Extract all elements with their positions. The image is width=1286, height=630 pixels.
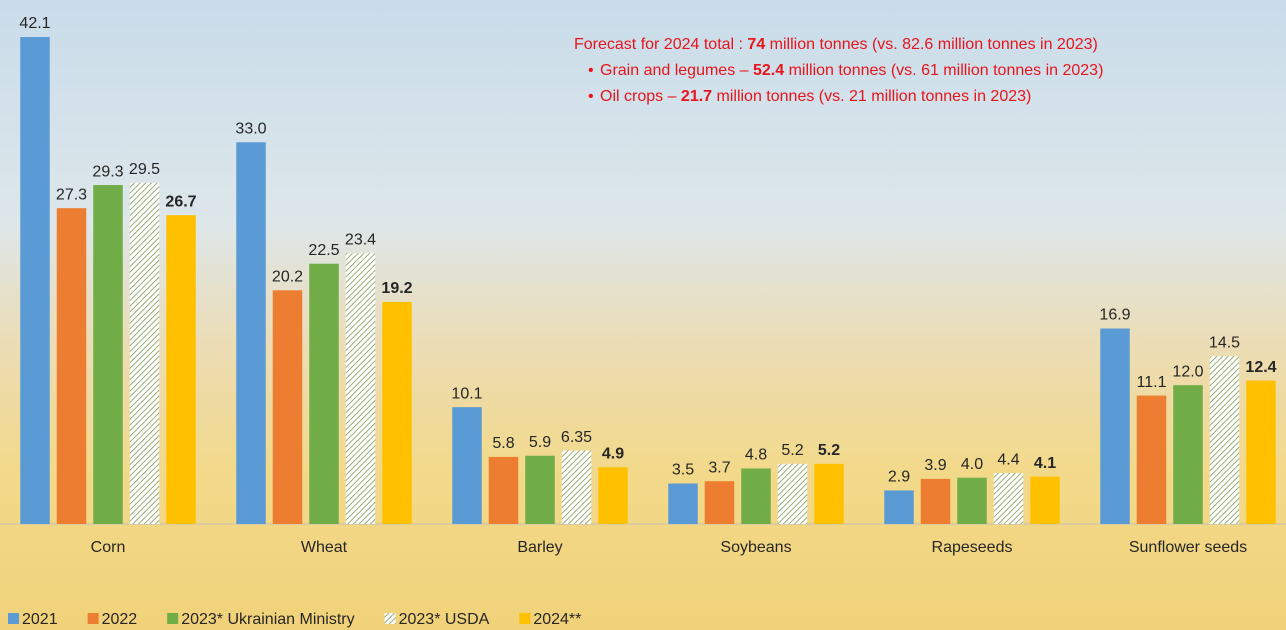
value-label: 23.4 xyxy=(345,232,376,249)
x-tick-label: Barley xyxy=(517,539,562,556)
bar xyxy=(20,37,50,524)
annotation: Oil crops – 21.7 million tonnes (vs. 21 … xyxy=(600,88,1031,105)
bar xyxy=(452,407,482,524)
bar xyxy=(488,456,519,524)
bar xyxy=(741,468,771,524)
bullet: • xyxy=(588,62,594,79)
value-label: 19.2 xyxy=(381,280,412,297)
bar xyxy=(129,182,160,524)
value-label: 2.9 xyxy=(888,469,910,486)
value-label: 5.2 xyxy=(818,442,840,459)
bar xyxy=(777,463,808,524)
bar xyxy=(525,455,555,524)
bar xyxy=(598,467,628,524)
annotation-bold: 52.4 xyxy=(753,62,784,79)
x-tick-label: Soybeans xyxy=(720,539,791,556)
value-label: 16.9 xyxy=(1099,307,1130,324)
legend-swatch xyxy=(384,613,396,624)
bar xyxy=(814,463,844,524)
legend-label: 2024** xyxy=(533,611,581,628)
value-label: 12.4 xyxy=(1245,359,1276,376)
value-label: 11.1 xyxy=(1137,374,1167,391)
annotation-bold: 74 xyxy=(747,36,765,53)
x-tick-label: Sunflower seeds xyxy=(1129,539,1247,556)
legend-label: 2023* Ukrainian Ministry xyxy=(181,611,354,628)
value-label: 4.9 xyxy=(602,446,624,463)
legend-label: 2021 xyxy=(22,611,58,628)
bar xyxy=(884,490,914,524)
bar xyxy=(957,477,987,524)
bar xyxy=(236,142,266,524)
bar xyxy=(920,478,951,524)
value-label: 33.0 xyxy=(235,120,266,137)
bullet: • xyxy=(588,88,594,105)
legend-label: 2022 xyxy=(102,611,138,628)
annotation-bold: 21.7 xyxy=(681,88,712,105)
value-label: 5.9 xyxy=(529,434,551,451)
value-label: 10.1 xyxy=(451,385,482,402)
legend-swatch xyxy=(519,613,531,624)
bar xyxy=(345,253,376,524)
value-label: 3.9 xyxy=(924,457,946,474)
x-tick-label: Wheat xyxy=(301,539,348,556)
bar xyxy=(561,450,592,524)
bar xyxy=(93,185,123,524)
annotation-before: Oil crops – xyxy=(600,88,681,105)
value-label: 29.3 xyxy=(92,163,123,180)
legend-label: 2023* USDA xyxy=(399,611,490,628)
bar xyxy=(1100,328,1130,524)
bar xyxy=(704,481,735,524)
value-label: 22.5 xyxy=(308,242,339,259)
value-label: 4.8 xyxy=(745,447,767,464)
value-label: 42.1 xyxy=(19,15,50,32)
x-tick-label: Corn xyxy=(91,539,126,556)
value-label: 27.3 xyxy=(56,186,87,203)
annotation-before: Grain and legumes – xyxy=(600,62,753,79)
bar xyxy=(1173,385,1203,524)
bar xyxy=(993,473,1024,524)
value-label: 4.1 xyxy=(1034,455,1056,472)
value-label: 20.2 xyxy=(272,269,303,286)
bar xyxy=(309,263,339,524)
bar xyxy=(382,301,412,524)
bar xyxy=(668,483,698,524)
value-label: 29.5 xyxy=(129,161,160,178)
value-label: 6.35 xyxy=(561,429,592,446)
annotation-after: million tonnes (vs. 82.6 million tonnes … xyxy=(765,36,1098,53)
annotation-before: Forecast for 2024 total : xyxy=(574,36,747,53)
value-label: 4.4 xyxy=(997,451,1019,468)
bar xyxy=(272,290,303,524)
value-label: 4.0 xyxy=(961,456,983,473)
bar xyxy=(1030,476,1060,524)
annotation-after: million tonnes (vs. 61 million tonnes in… xyxy=(784,62,1103,79)
value-label: 26.7 xyxy=(165,193,196,210)
bar xyxy=(1246,380,1276,524)
legend-swatch xyxy=(167,613,179,624)
annotation-after: million tonnes (vs. 21 million tonnes in… xyxy=(712,88,1031,105)
value-label: 14.5 xyxy=(1209,334,1240,351)
legend-swatch xyxy=(87,613,99,624)
x-tick-label: Rapeseeds xyxy=(932,539,1013,556)
bar xyxy=(166,215,196,524)
bar xyxy=(56,208,87,524)
value-label: 3.7 xyxy=(708,459,730,476)
annotation: Forecast for 2024 total : 74 million ton… xyxy=(574,36,1098,53)
annotation: Grain and legumes – 52.4 million tonnes … xyxy=(600,62,1103,79)
value-label: 12.0 xyxy=(1172,363,1203,380)
legend-swatch xyxy=(8,613,19,624)
bar xyxy=(1209,356,1240,524)
value-label: 3.5 xyxy=(672,462,694,479)
value-label: 5.8 xyxy=(492,435,514,452)
value-label: 5.2 xyxy=(781,442,803,459)
bar xyxy=(1136,395,1167,524)
